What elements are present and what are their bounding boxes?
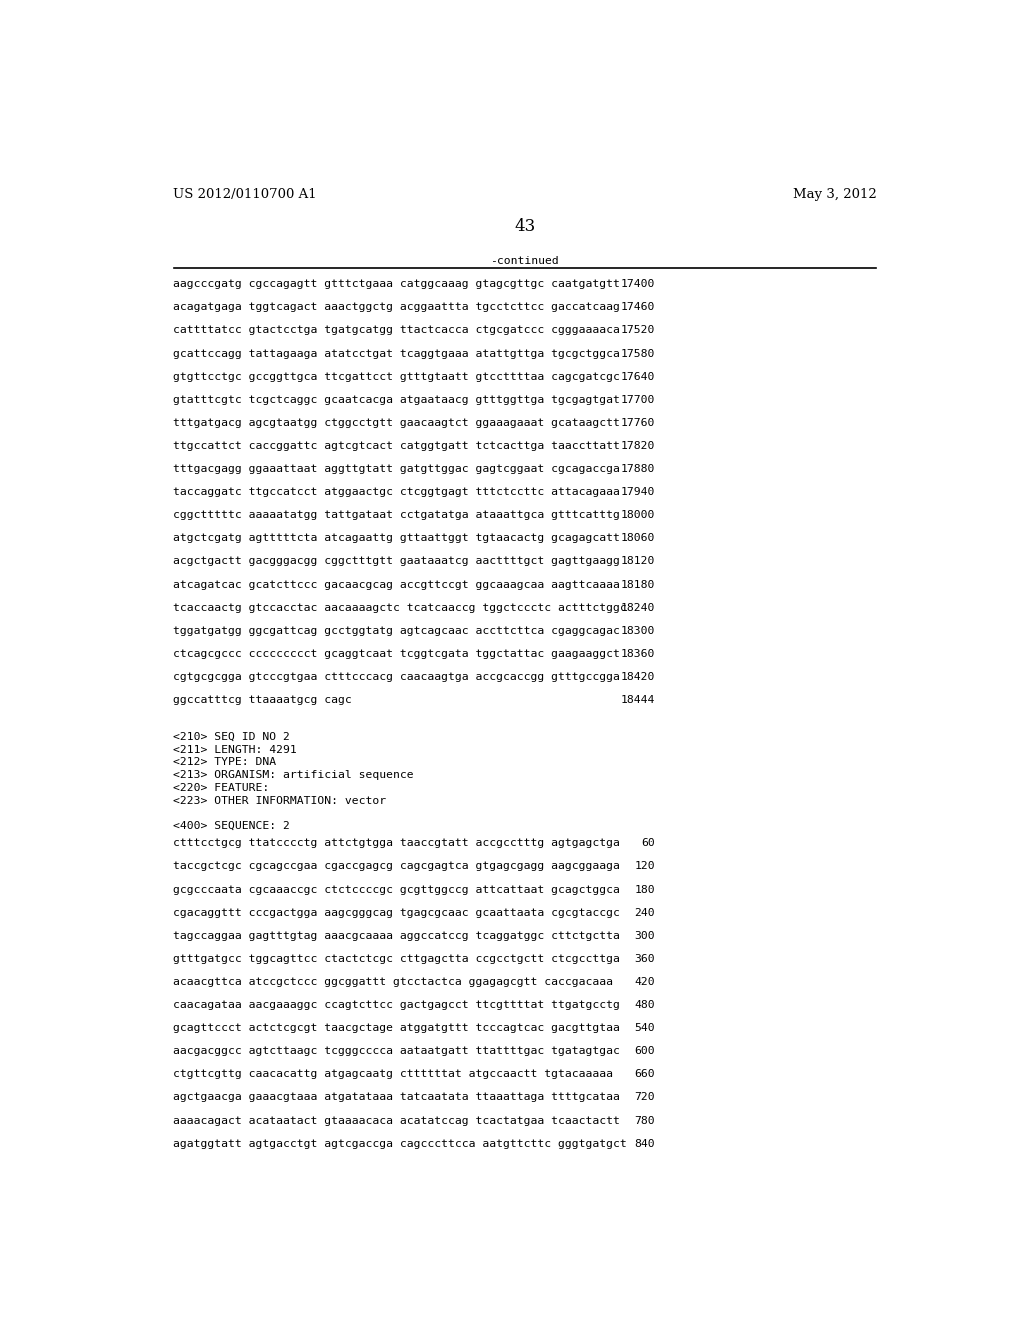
- Text: tttgatgacg agcgtaatgg ctggcctgtt gaacaagtct ggaaagaaat gcataagctt: tttgatgacg agcgtaatgg ctggcctgtt gaacaag…: [173, 418, 620, 428]
- Text: aacgacggcc agtcttaagc tcgggcccca aataatgatt ttattttgac tgatagtgac: aacgacggcc agtcttaagc tcgggcccca aataatg…: [173, 1047, 620, 1056]
- Text: atgctcgatg agtttttcta atcagaattg gttaattggt tgtaacactg gcagagcatt: atgctcgatg agtttttcta atcagaattg gttaatt…: [173, 533, 620, 544]
- Text: 17760: 17760: [621, 418, 655, 428]
- Text: ctcagcgccc ccccccccct gcaggtcaat tcggtcgata tggctattac gaagaaggct: ctcagcgccc ccccccccct gcaggtcaat tcggtcg…: [173, 649, 620, 659]
- Text: tttgacgagg ggaaattaat aggttgtatt gatgttggac gagtcggaat cgcagaccga: tttgacgagg ggaaattaat aggttgtatt gatgttg…: [173, 465, 620, 474]
- Text: tagccaggaa gagtttgtag aaacgcaaaa aggccatccg tcaggatggc cttctgctta: tagccaggaa gagtttgtag aaacgcaaaa aggccat…: [173, 931, 620, 941]
- Text: gcagttccct actctcgcgt taacgctage atggatgttt tcccagtcac gacgttgtaa: gcagttccct actctcgcgt taacgctage atggatg…: [173, 1023, 620, 1034]
- Text: May 3, 2012: May 3, 2012: [793, 187, 877, 201]
- Text: 60: 60: [641, 838, 655, 849]
- Text: 18000: 18000: [621, 511, 655, 520]
- Text: 17940: 17940: [621, 487, 655, 498]
- Text: -continued: -continued: [490, 256, 559, 267]
- Text: agatggtatt agtgacctgt agtcgaccga cagcccttcca aatgttcttc gggtgatgct: agatggtatt agtgacctgt agtcgaccga cagccct…: [173, 1139, 627, 1148]
- Text: 840: 840: [635, 1139, 655, 1148]
- Text: 17700: 17700: [621, 395, 655, 405]
- Text: <400> SEQUENCE: 2: <400> SEQUENCE: 2: [173, 821, 290, 832]
- Text: 18300: 18300: [621, 626, 655, 636]
- Text: 120: 120: [635, 862, 655, 871]
- Text: 18240: 18240: [621, 603, 655, 612]
- Text: 18060: 18060: [621, 533, 655, 544]
- Text: acagatgaga tggtcagact aaactggctg acggaattta tgcctcttcc gaccatcaag: acagatgaga tggtcagact aaactggctg acggaat…: [173, 302, 620, 313]
- Text: acgctgactt gacgggacgg cggctttgtt gaataaatcg aacttttgct gagttgaagg: acgctgactt gacgggacgg cggctttgtt gaataaa…: [173, 557, 620, 566]
- Text: acaacgttca atccgctccc ggcggattt gtcctactca ggagagcgtt caccgacaaa: acaacgttca atccgctccc ggcggattt gtcctact…: [173, 977, 613, 987]
- Text: 18120: 18120: [621, 557, 655, 566]
- Text: 420: 420: [635, 977, 655, 987]
- Text: 17640: 17640: [621, 372, 655, 381]
- Text: 17460: 17460: [621, 302, 655, 313]
- Text: 660: 660: [635, 1069, 655, 1080]
- Text: 18444: 18444: [621, 696, 655, 705]
- Text: <210> SEQ ID NO 2: <210> SEQ ID NO 2: [173, 733, 290, 742]
- Text: 17580: 17580: [621, 348, 655, 359]
- Text: 300: 300: [635, 931, 655, 941]
- Text: 780: 780: [635, 1115, 655, 1126]
- Text: ctttcctgcg ttatcccctg attctgtgga taaccgtatt accgcctttg agtgagctga: ctttcctgcg ttatcccctg attctgtgga taaccgt…: [173, 838, 620, 849]
- Text: aagcccgatg cgccagagtt gtttctgaaa catggcaaag gtagcgttgc caatgatgtt: aagcccgatg cgccagagtt gtttctgaaa catggca…: [173, 280, 620, 289]
- Text: 18180: 18180: [621, 579, 655, 590]
- Text: <211> LENGTH: 4291: <211> LENGTH: 4291: [173, 744, 297, 755]
- Text: aaaacagact acataatact gtaaaacaca acatatccag tcactatgaa tcaactactt: aaaacagact acataatact gtaaaacaca acatatc…: [173, 1115, 620, 1126]
- Text: agctgaacga gaaacgtaaa atgatataaa tatcaatata ttaaattaga ttttgcataa: agctgaacga gaaacgtaaa atgatataaa tatcaat…: [173, 1093, 620, 1102]
- Text: gcattccagg tattagaaga atatcctgat tcaggtgaaa atattgttga tgcgctggca: gcattccagg tattagaaga atatcctgat tcaggtg…: [173, 348, 620, 359]
- Text: gcgcccaata cgcaaaccgc ctctccccgc gcgttggccg attcattaat gcagctggca: gcgcccaata cgcaaaccgc ctctccccgc gcgttgg…: [173, 884, 620, 895]
- Text: 43: 43: [514, 218, 536, 235]
- Text: taccaggatc ttgccatcct atggaactgc ctcggtgagt tttctccttc attacagaaa: taccaggatc ttgccatcct atggaactgc ctcggtg…: [173, 487, 620, 498]
- Text: <223> OTHER INFORMATION: vector: <223> OTHER INFORMATION: vector: [173, 796, 386, 805]
- Text: 17400: 17400: [621, 280, 655, 289]
- Text: <213> ORGANISM: artificial sequence: <213> ORGANISM: artificial sequence: [173, 770, 414, 780]
- Text: 480: 480: [635, 1001, 655, 1010]
- Text: ggccatttcg ttaaaatgcg cagc: ggccatttcg ttaaaatgcg cagc: [173, 696, 351, 705]
- Text: taccgctcgc cgcagccgaa cgaccgagcg cagcgagtca gtgagcgagg aagcggaaga: taccgctcgc cgcagccgaa cgaccgagcg cagcgag…: [173, 862, 620, 871]
- Text: 17880: 17880: [621, 465, 655, 474]
- Text: 240: 240: [635, 908, 655, 917]
- Text: 360: 360: [635, 954, 655, 964]
- Text: gtttgatgcc tggcagttcc ctactctcgc cttgagctta ccgcctgctt ctcgccttga: gtttgatgcc tggcagttcc ctactctcgc cttgagc…: [173, 954, 620, 964]
- Text: tggatgatgg ggcgattcag gcctggtatg agtcagcaac accttcttca cgaggcagac: tggatgatgg ggcgattcag gcctggtatg agtcagc…: [173, 626, 620, 636]
- Text: <212> TYPE: DNA: <212> TYPE: DNA: [173, 758, 276, 767]
- Text: atcagatcac gcatcttccc gacaacgcag accgttccgt ggcaaagcaa aagttcaaaa: atcagatcac gcatcttccc gacaacgcag accgttc…: [173, 579, 620, 590]
- Text: tcaccaactg gtccacctac aacaaaagctc tcatcaaccg tggctccctc actttctggc: tcaccaactg gtccacctac aacaaaagctc tcatca…: [173, 603, 627, 612]
- Text: gtatttcgtc tcgctcaggc gcaatcacga atgaataacg gtttggttga tgcgagtgat: gtatttcgtc tcgctcaggc gcaatcacga atgaata…: [173, 395, 620, 405]
- Text: 180: 180: [635, 884, 655, 895]
- Text: ctgttcgttg caacacattg atgagcaatg cttttttat atgccaactt tgtacaaaaa: ctgttcgttg caacacattg atgagcaatg ctttttt…: [173, 1069, 613, 1080]
- Text: 720: 720: [635, 1093, 655, 1102]
- Text: <220> FEATURE:: <220> FEATURE:: [173, 783, 269, 793]
- Text: 18360: 18360: [621, 649, 655, 659]
- Text: 17820: 17820: [621, 441, 655, 451]
- Text: cattttatcc gtactcctga tgatgcatgg ttactcacca ctgcgatccc cgggaaaaca: cattttatcc gtactcctga tgatgcatgg ttactca…: [173, 326, 620, 335]
- Text: cggctttttc aaaaatatgg tattgataat cctgatatga ataaattgca gtttcatttg: cggctttttc aaaaatatgg tattgataat cctgata…: [173, 511, 620, 520]
- Text: cgtgcgcgga gtcccgtgaa ctttcccacg caacaagtga accgcaccgg gtttgccgga: cgtgcgcgga gtcccgtgaa ctttcccacg caacaag…: [173, 672, 620, 682]
- Text: 540: 540: [635, 1023, 655, 1034]
- Text: cgacaggttt cccgactgga aagcgggcag tgagcgcaac gcaattaata cgcgtaccgc: cgacaggttt cccgactgga aagcgggcag tgagcgc…: [173, 908, 620, 917]
- Text: 18420: 18420: [621, 672, 655, 682]
- Text: caacagataa aacgaaaggc ccagtcttcc gactgagcct ttcgttttat ttgatgcctg: caacagataa aacgaaaggc ccagtcttcc gactgag…: [173, 1001, 620, 1010]
- Text: gtgttcctgc gccggttgca ttcgattcct gtttgtaatt gtccttttaa cagcgatcgc: gtgttcctgc gccggttgca ttcgattcct gtttgta…: [173, 372, 620, 381]
- Text: ttgccattct caccggattc agtcgtcact catggtgatt tctcacttga taaccttatt: ttgccattct caccggattc agtcgtcact catggtg…: [173, 441, 620, 451]
- Text: 600: 600: [635, 1047, 655, 1056]
- Text: US 2012/0110700 A1: US 2012/0110700 A1: [173, 187, 316, 201]
- Text: 17520: 17520: [621, 326, 655, 335]
